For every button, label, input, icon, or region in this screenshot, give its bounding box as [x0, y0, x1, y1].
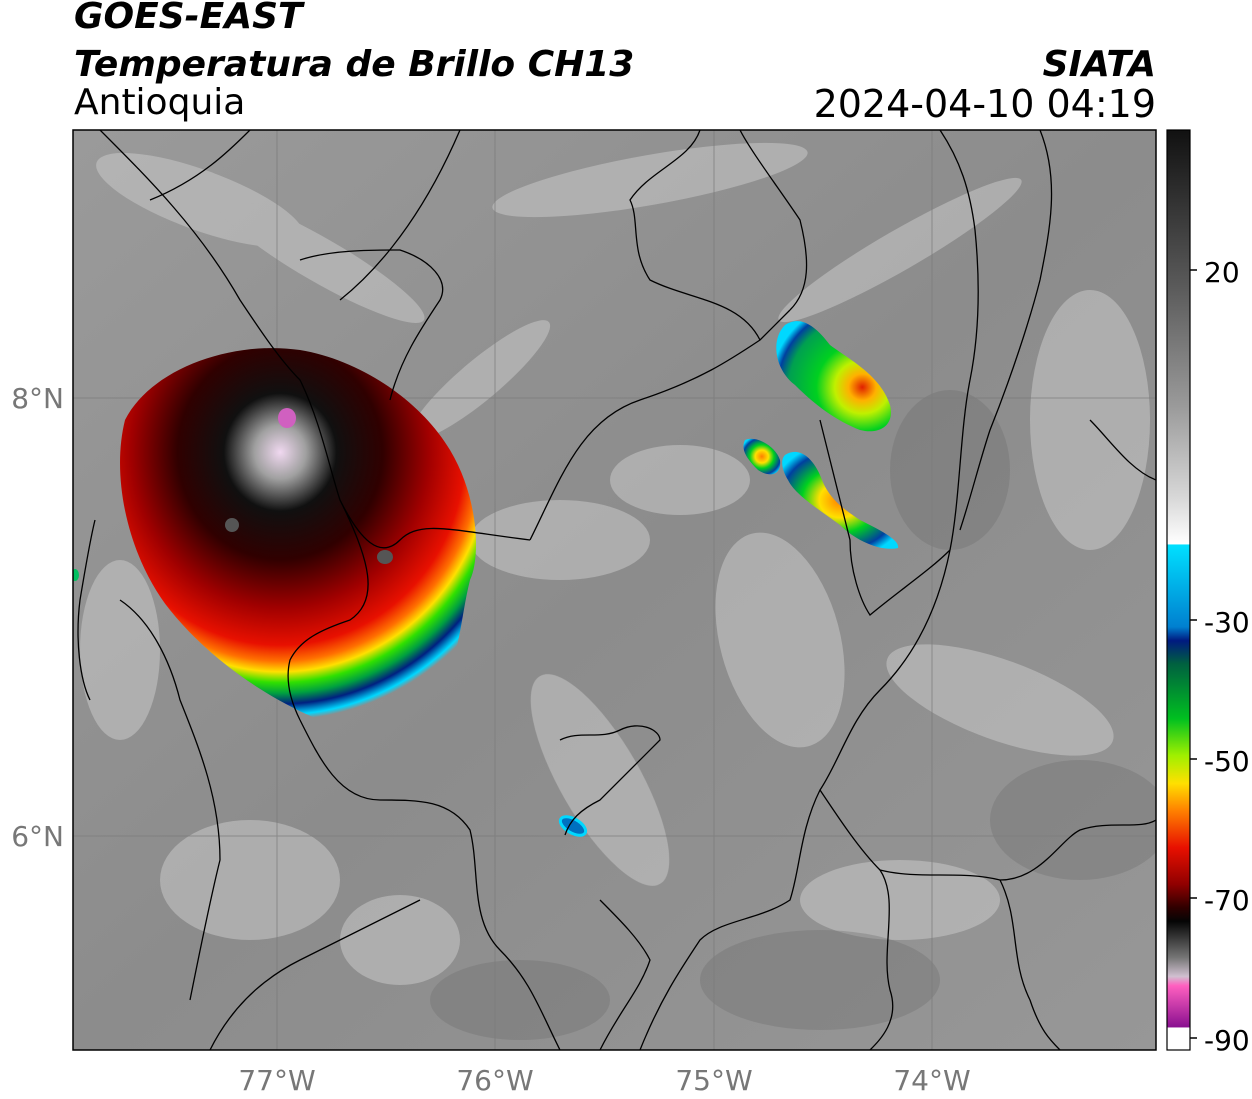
storm-cell-east-2: [782, 451, 899, 549]
lon-label-74w: 74°W: [893, 1064, 970, 1097]
colorbar-ticks: [1190, 269, 1197, 1039]
storm-cell-edge: [73, 569, 79, 581]
storm-cell-east-1: [743, 438, 781, 475]
storm-overshoot-2: [377, 550, 393, 564]
lon-label-76w: 76°W: [456, 1064, 533, 1097]
colorbar: 20 -30 -50 -70 -90: [1166, 129, 1250, 1057]
colorbar-ramp: [1166, 129, 1191, 1051]
lon-label-75w: 75°W: [675, 1064, 752, 1097]
storm-cell-small: [558, 815, 588, 837]
colorbar-label-minus30: -30: [1204, 606, 1250, 639]
storm-overshoot-1: [225, 518, 239, 532]
colorbar-label-minus70: -70: [1204, 884, 1250, 917]
colorbar-label-minus50: -50: [1204, 745, 1250, 778]
storm-cell-ne: [776, 321, 891, 432]
colorbar-label-20: 20: [1204, 256, 1240, 289]
lon-label-77w: 77°W: [238, 1064, 315, 1097]
political-boundaries: [77, 130, 1156, 1050]
satellite-title: GOES-EAST: [74, 0, 303, 37]
dark-texture: [430, 390, 1156, 1040]
institution-label: SIATA: [1042, 44, 1156, 85]
datetime-label: 2024-04-10 04:19: [813, 82, 1156, 126]
cloud-texture: [80, 142, 1150, 985]
product-title: Temperatura de Brillo CH13: [74, 44, 635, 85]
lat-label-6n: 6°N: [11, 820, 64, 853]
region-label: Antioquia: [74, 82, 246, 123]
lat-label-8n: 8°N: [11, 382, 64, 415]
storm-coldest-core: [278, 408, 296, 428]
map-frame: [72, 129, 1157, 1051]
storm-cloud-main: [120, 348, 476, 720]
map-panel: [73, 130, 1156, 1050]
colorbar-label-minus90: -90: [1204, 1024, 1250, 1057]
